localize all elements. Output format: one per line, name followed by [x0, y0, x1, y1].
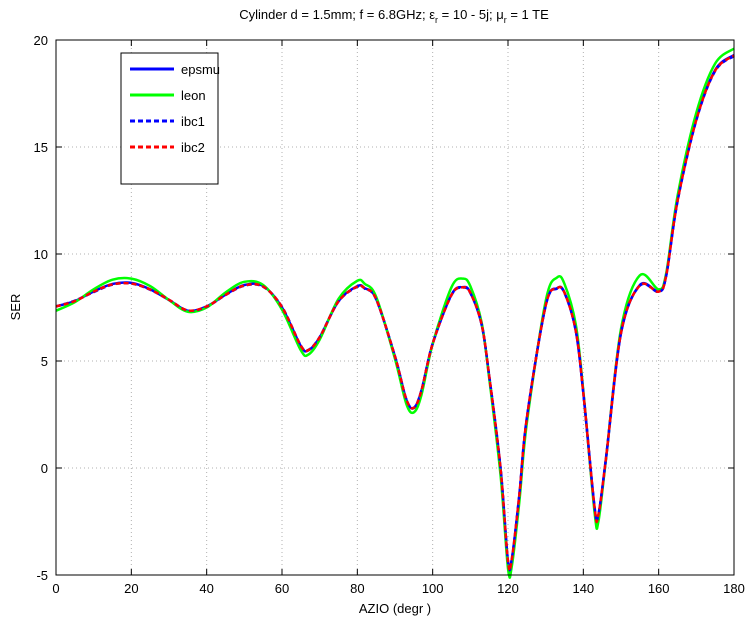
chart-title: Cylinder d = 1.5mm; f = 6.8GHz; εr = 10 … — [239, 7, 549, 25]
x-axis-label: AZIO (degr ) — [359, 601, 431, 616]
y-tick-label: -5 — [36, 568, 48, 583]
x-tick-label: 100 — [422, 581, 444, 596]
legend: epsmu leon ibc1 ibc2 — [120, 52, 220, 185]
x-tick-label: 180 — [723, 581, 745, 596]
x-tick-label: 60 — [275, 581, 289, 596]
title-eps-sub: r — [435, 15, 438, 25]
y-tick-label: 5 — [41, 354, 48, 369]
x-tick-label: 140 — [572, 581, 594, 596]
x-tick-label: 80 — [350, 581, 364, 596]
y-tick-label: 15 — [34, 140, 48, 155]
legend-label-leon: leon — [181, 88, 206, 103]
legend-box — [120, 52, 219, 185]
x-tick-label: 120 — [497, 581, 519, 596]
y-tick-label: 10 — [34, 247, 48, 262]
y-axis-label: SER — [8, 294, 23, 321]
axis-ticks: 0 20 40 60 80 100 120 140 160 180 -5 0 5 10 15 20 — [34, 33, 745, 596]
x-tick-label: 0 — [52, 581, 59, 596]
x-tick-label: 160 — [648, 581, 670, 596]
title-mu-sub: r — [504, 15, 507, 25]
legend-label-ibc2: ibc2 — [181, 140, 205, 155]
title-suffix: = 1 TE — [507, 7, 549, 22]
y-tick-label: 20 — [34, 33, 48, 48]
x-tick-label: 20 — [124, 581, 138, 596]
data-series — [55, 47, 735, 579]
legend-label-ibc1: ibc1 — [181, 114, 205, 129]
plot-area-frame — [55, 39, 735, 576]
y-tick-label: 0 — [41, 461, 48, 476]
x-tick-label: 40 — [199, 581, 213, 596]
legend-label-epsmu: epsmu — [181, 62, 220, 77]
series-line-ibc2 — [55, 54, 735, 572]
title-prefix: Cylinder d = 1.5mm; f = 6.8GHz; ε — [239, 7, 435, 22]
title-middle: = 10 - 5j; μ — [438, 7, 504, 22]
